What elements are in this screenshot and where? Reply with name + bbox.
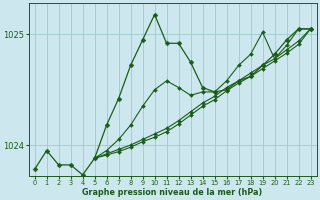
- X-axis label: Graphe pression niveau de la mer (hPa): Graphe pression niveau de la mer (hPa): [83, 188, 263, 197]
